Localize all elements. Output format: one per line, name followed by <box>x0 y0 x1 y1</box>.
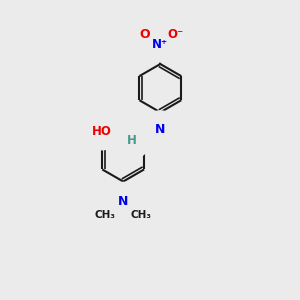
Text: N⁺: N⁺ <box>152 38 168 50</box>
Circle shape <box>84 114 120 150</box>
Text: CH₃: CH₃ <box>94 210 116 220</box>
Circle shape <box>104 182 142 220</box>
Text: O⁻: O⁻ <box>167 28 184 41</box>
Circle shape <box>141 111 179 149</box>
Text: N: N <box>118 195 128 208</box>
Circle shape <box>114 123 150 159</box>
Circle shape <box>126 16 164 54</box>
Text: H: H <box>127 134 137 147</box>
Circle shape <box>126 199 158 231</box>
Circle shape <box>89 199 121 231</box>
Text: N: N <box>155 124 166 136</box>
Circle shape <box>158 16 194 52</box>
Text: O: O <box>140 28 150 41</box>
Text: HO: HO <box>92 125 112 138</box>
Circle shape <box>142 26 178 62</box>
Text: CH₃: CH₃ <box>131 210 152 220</box>
